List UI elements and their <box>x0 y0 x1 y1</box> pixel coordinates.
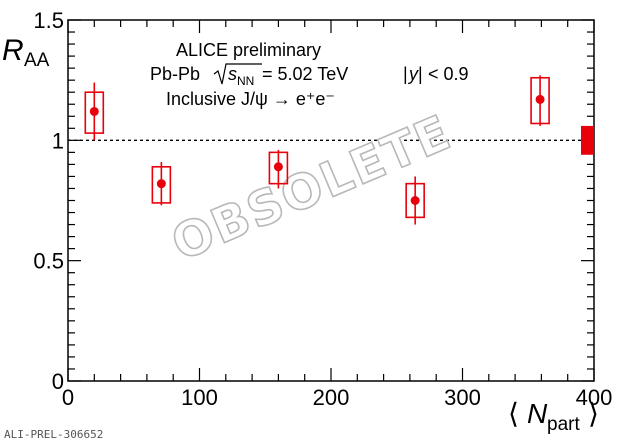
rapidity-label: | y | < 0.9 <box>403 64 469 84</box>
x-tick-labels: 0 100 200 300 400 <box>62 385 612 410</box>
x-axis-title: ⟨ N part ⟩ <box>508 398 599 435</box>
y-tick-label: 0 <box>52 369 64 394</box>
global-uncertainty-rect <box>581 125 594 155</box>
x-tick-label: 200 <box>313 385 350 410</box>
svg-text:NN: NN <box>237 74 254 88</box>
x-tick-label: 0 <box>62 385 74 410</box>
data-point <box>410 196 420 205</box>
x-tick-label: 300 <box>444 385 481 410</box>
svg-text:s: s <box>228 64 237 84</box>
rapidity-value: < 0.9 <box>428 64 469 84</box>
x-tick-label: 100 <box>181 385 218 410</box>
y-tick-label: 1.5 <box>33 8 64 33</box>
process-label: Inclusive J/ψ → e⁺e⁻ <box>166 89 335 109</box>
svg-text:y: y <box>407 64 419 84</box>
y-axis-title: R AA <box>2 34 50 71</box>
x-tick-label: 400 <box>576 385 613 410</box>
data-point <box>273 162 283 172</box>
svg-text:⟨: ⟨ <box>508 398 519 429</box>
y-tick-label: 1 <box>52 128 64 153</box>
y-tick-labels: 0 0.5 1 1.5 <box>33 8 64 394</box>
energy-label: = 5.02 TeV <box>262 64 348 84</box>
system-label: Pb-Pb <box>150 64 200 84</box>
figure-id: ALI-PREL-306652 <box>4 428 104 441</box>
y-axis-symbol: R <box>2 34 24 67</box>
y-axis-subscript: AA <box>24 50 50 71</box>
x-axis-symbol: N <box>527 398 548 429</box>
experiment-label: ALICE preliminary <box>176 40 321 60</box>
system-energy-label: Pb-Pb s NN = 5.02 TeV <box>150 63 348 88</box>
data-point <box>535 94 545 104</box>
data-point <box>89 106 99 116</box>
svg-text:|: | <box>418 64 423 84</box>
x-axis-subscript: part <box>547 414 580 435</box>
data-point <box>156 179 166 189</box>
global-uncertainty-box <box>581 125 594 155</box>
data-points <box>84 75 550 225</box>
svg-text:|: | <box>403 64 408 84</box>
y-tick-label: 0.5 <box>33 249 64 274</box>
svg-text:⟩: ⟩ <box>588 398 599 429</box>
